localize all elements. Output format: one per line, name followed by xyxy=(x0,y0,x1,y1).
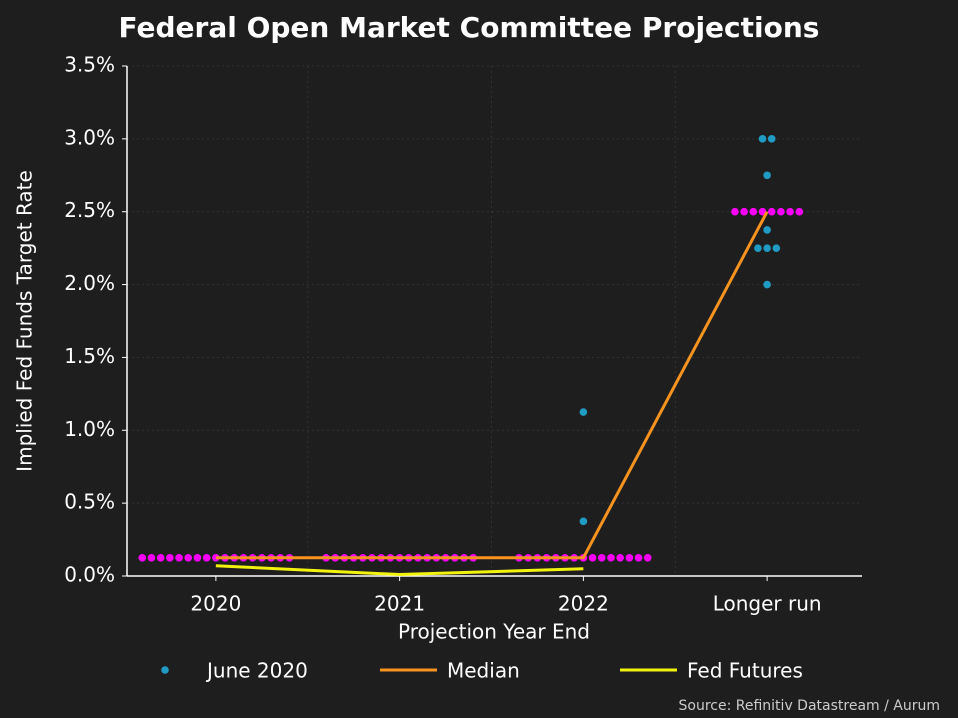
dot xyxy=(634,553,643,562)
x-tick-label: 2022 xyxy=(558,592,609,616)
y-tick-label: 1.0% xyxy=(64,417,115,441)
y-tick-label: 0.5% xyxy=(64,490,115,514)
dot xyxy=(193,553,202,562)
dot xyxy=(767,135,776,143)
dot xyxy=(597,553,606,562)
dot xyxy=(763,280,771,289)
dot xyxy=(138,553,147,562)
dot xyxy=(202,553,211,562)
chart-title: Federal Open Market Committee Projection… xyxy=(119,11,820,44)
dot xyxy=(731,207,739,216)
dot xyxy=(175,553,183,562)
dot xyxy=(166,553,174,562)
legend-label: June 2020 xyxy=(205,659,308,683)
legend-swatch xyxy=(161,666,169,674)
dot xyxy=(156,553,165,562)
dot xyxy=(588,553,597,562)
dot xyxy=(786,207,794,216)
dot xyxy=(616,553,624,562)
x-tick-label: 2021 xyxy=(374,592,425,616)
x-tick-label: Longer run xyxy=(713,592,822,616)
y-tick-label: 1.5% xyxy=(64,344,115,368)
dot xyxy=(763,171,771,180)
dot xyxy=(749,207,758,216)
dot xyxy=(625,553,634,562)
x-tick-label: 2020 xyxy=(190,592,241,616)
dot xyxy=(777,207,785,216)
y-tick-label: 0.0% xyxy=(64,563,115,587)
dot xyxy=(643,553,652,562)
dot xyxy=(579,408,588,416)
legend-label: Fed Futures xyxy=(687,659,803,683)
dot xyxy=(767,207,776,216)
y-tick-label: 3.0% xyxy=(64,125,115,149)
y-tick-label: 2.0% xyxy=(64,271,115,295)
legend-label: Median xyxy=(447,659,520,683)
dot xyxy=(763,226,771,234)
dot xyxy=(147,553,156,562)
source-note: Source: Refinitiv Datastream / Aurum xyxy=(679,698,940,714)
dot xyxy=(758,135,767,143)
dot xyxy=(607,553,615,562)
y-tick-label: 2.5% xyxy=(64,198,115,222)
line xyxy=(215,211,769,560)
dot xyxy=(740,207,748,216)
line xyxy=(215,564,584,577)
dot xyxy=(754,244,762,252)
dot xyxy=(795,207,804,216)
dot xyxy=(772,244,781,252)
y-axis-title: Implied Fed Funds Target Rate xyxy=(13,170,37,472)
dot xyxy=(579,517,588,526)
dot xyxy=(763,244,771,252)
dot xyxy=(184,553,193,562)
y-tick-label: 3.5% xyxy=(64,53,115,77)
x-axis-title: Projection Year End xyxy=(398,620,590,644)
